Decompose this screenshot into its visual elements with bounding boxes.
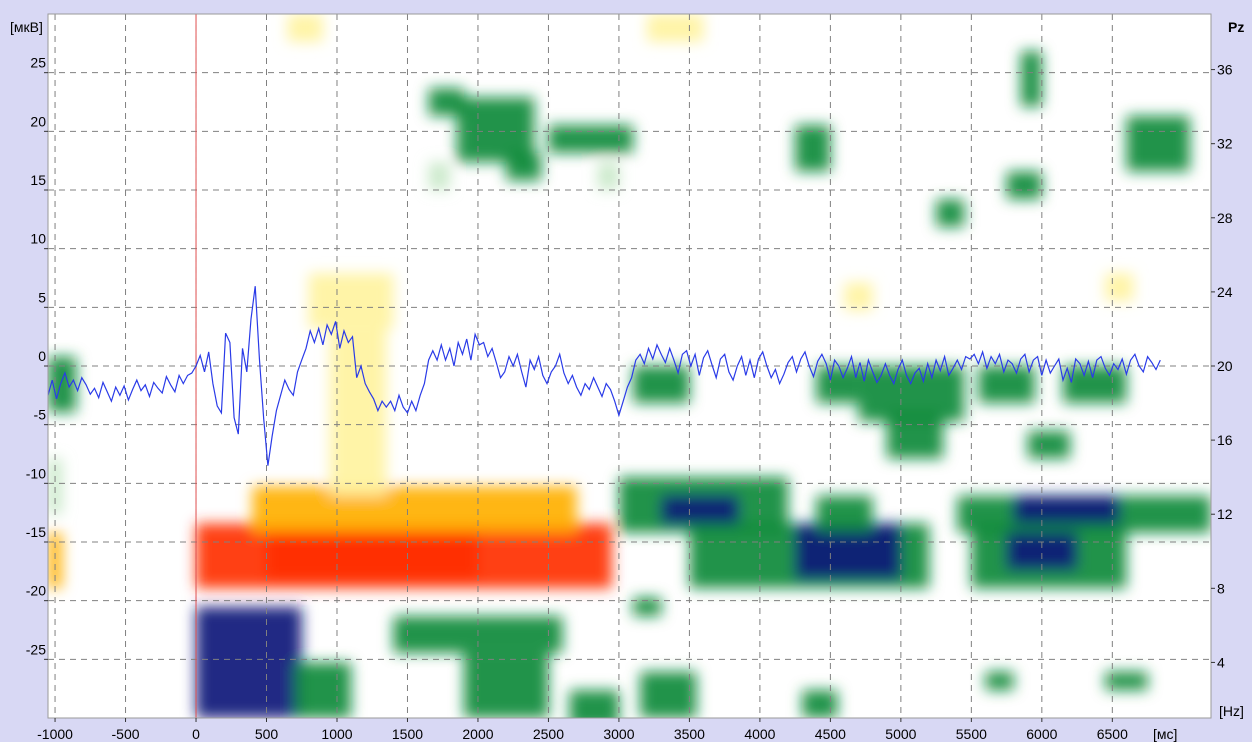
x-tick-label: 6500 xyxy=(1097,726,1128,742)
heatmap-cell xyxy=(816,366,859,404)
right-axis-unit: [Hz] xyxy=(1219,703,1244,719)
heatmap-cell xyxy=(647,14,704,42)
right-tick-label: 24 xyxy=(1217,284,1233,300)
right-tick-label: 16 xyxy=(1217,432,1233,448)
heatmap-cell xyxy=(1020,51,1042,107)
left-tick-label: -15 xyxy=(26,524,46,540)
left-tick-label: -25 xyxy=(26,641,46,657)
left-tick-label: -20 xyxy=(26,583,46,599)
left-tick-label: -10 xyxy=(26,465,46,481)
heatmap-cell xyxy=(1006,532,1078,570)
x-tick-label: 5000 xyxy=(885,726,916,742)
left-tick-label: -5 xyxy=(34,407,47,423)
x-axis-unit: [мс] xyxy=(1153,726,1177,742)
x-tick-label: 3500 xyxy=(674,726,705,742)
heatmap-cell xyxy=(816,495,873,533)
x-axis-ticks: -1000 -500 0 500 1000 1500 2000 2500 3000 3500 400… xyxy=(37,718,1128,742)
heatmap-cell xyxy=(1126,115,1190,172)
x-tick-label: 1000 xyxy=(321,726,352,742)
right-tick-label: 8 xyxy=(1217,580,1225,596)
heatmap-cell xyxy=(633,597,662,617)
right-tick-label: 36 xyxy=(1217,62,1233,78)
heatmap-cell xyxy=(1105,273,1134,302)
heatmap-cell xyxy=(196,606,302,718)
x-tick-label: 3000 xyxy=(603,726,634,742)
heatmap-cell xyxy=(329,328,387,496)
erp-waveform xyxy=(48,286,1161,466)
left-tick-label: 25 xyxy=(30,55,46,71)
heatmap-cell xyxy=(978,366,1035,404)
x-tick-label: 500 xyxy=(255,726,279,742)
heatmap-cell xyxy=(252,486,577,533)
right-tick-label: 20 xyxy=(1217,358,1233,374)
heatmap-cell xyxy=(287,14,323,42)
x-tick-label: 5500 xyxy=(956,726,987,742)
right-tick-label: 32 xyxy=(1217,136,1233,152)
x-tick-label: 1500 xyxy=(392,726,423,742)
heatmap-cell xyxy=(597,162,619,190)
right-tick-label: 4 xyxy=(1217,654,1225,670)
heatmap-cell xyxy=(1105,671,1148,691)
right-axis-ticks: 36 32 28 24 20 16 12 8 4 xyxy=(1211,62,1233,670)
x-tick-label: 2500 xyxy=(533,726,564,742)
heatmap-cell xyxy=(548,125,634,153)
heatmap-cell xyxy=(266,532,478,580)
x-tick-label: -1000 xyxy=(37,726,73,742)
left-tick-label: 0 xyxy=(38,348,46,364)
heatmap-cell xyxy=(48,356,77,413)
heatmap-cell xyxy=(640,671,697,718)
heatmap-cell xyxy=(1027,430,1071,459)
x-tick-label: -500 xyxy=(112,726,140,742)
time-frequency-heatmap xyxy=(48,14,1211,718)
heatmap-cell xyxy=(308,273,394,329)
x-tick-label: 4000 xyxy=(744,726,775,742)
channel-label: Pz xyxy=(1228,19,1244,35)
heatmap-cell xyxy=(48,532,63,589)
heatmap-cell xyxy=(1006,171,1042,200)
left-axis-ticks: 25 20 15 10 5 0 -5 -10 -15 -20 -25 xyxy=(26,55,48,660)
x-tick-label: 0 xyxy=(192,726,200,742)
left-tick-label: 20 xyxy=(30,113,46,129)
left-axis-unit: [мкВ] xyxy=(10,19,43,35)
left-tick-label: 15 xyxy=(30,172,46,188)
heatmap-cell xyxy=(633,366,690,404)
heatmap-cell xyxy=(463,653,549,718)
heatmap-cell xyxy=(844,282,873,311)
heatmap-cell xyxy=(294,662,352,718)
heatmap-cell xyxy=(985,671,1014,691)
left-tick-label: 10 xyxy=(30,231,46,247)
heatmap-cell xyxy=(661,495,739,524)
heatmap-cell xyxy=(428,162,450,190)
heatmap-cell xyxy=(456,97,535,163)
heatmap-cell xyxy=(1013,495,1120,524)
right-tick-label: 28 xyxy=(1217,210,1233,226)
heatmap-cell xyxy=(428,88,464,116)
heatmap-cell xyxy=(569,690,619,718)
heatmap-cell xyxy=(886,412,944,459)
heatmap-cell xyxy=(936,199,965,228)
x-tick-label: 4500 xyxy=(815,726,846,742)
heatmap-cell xyxy=(802,690,838,718)
left-tick-label: 5 xyxy=(38,289,46,305)
x-tick-label: 6000 xyxy=(1026,726,1057,742)
heatmap-cell xyxy=(1062,366,1127,404)
right-tick-label: 12 xyxy=(1217,506,1233,522)
heatmap-cell xyxy=(48,458,63,515)
heatmap-cell xyxy=(795,125,831,172)
x-tick-label: 2000 xyxy=(462,726,493,742)
heatmap-cell xyxy=(506,152,542,181)
